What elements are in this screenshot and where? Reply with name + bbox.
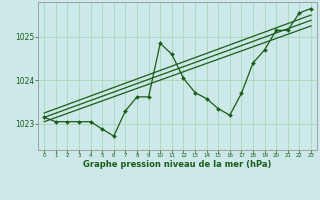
X-axis label: Graphe pression niveau de la mer (hPa): Graphe pression niveau de la mer (hPa) (84, 160, 272, 169)
